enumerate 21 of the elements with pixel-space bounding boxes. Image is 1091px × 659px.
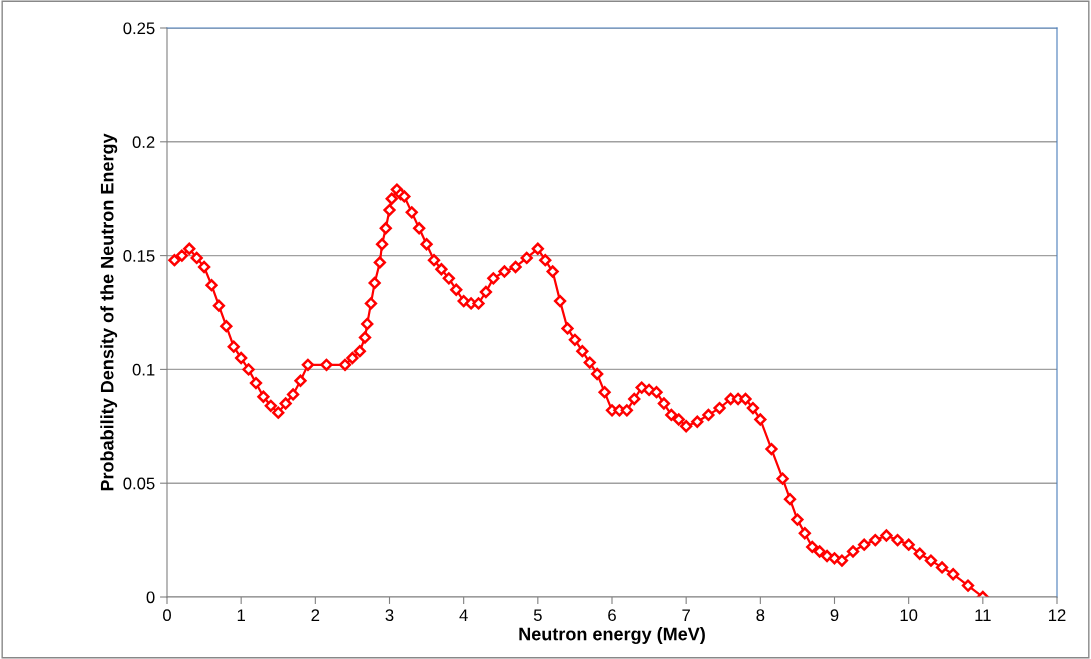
x-tick-label: 10: [900, 609, 918, 622]
y-tick-label: 0.1: [132, 363, 155, 376]
y-tick-label: 0.25: [123, 22, 155, 35]
x-tick-label: 0: [163, 609, 171, 622]
x-tick-label: 4: [459, 609, 468, 621]
y-tick-label: 0.2: [132, 136, 155, 148]
y-tick-label: 0.15: [123, 250, 155, 262]
x-tick-label: 7: [682, 609, 690, 621]
y-axis-title: Probability Density of the Neutron Energy: [100, 133, 118, 491]
x-tick-label: 9: [830, 609, 839, 622]
x-tick-label: 5: [533, 609, 542, 622]
x-axis-title: Neutron energy (MeV): [519, 627, 705, 645]
x-tick-label: 3: [385, 609, 394, 622]
y-tick-label: 0.05: [123, 477, 155, 490]
x-tick-label: 2: [311, 609, 320, 621]
x-tick-label: 8: [756, 609, 765, 622]
x-tick-label: 6: [608, 609, 616, 622]
y-tick-label: 0: [146, 591, 155, 604]
x-tick-label: 11: [975, 609, 991, 621]
x-tick-label: 1: [237, 609, 245, 621]
x-tick-label: 12: [1049, 609, 1066, 621]
